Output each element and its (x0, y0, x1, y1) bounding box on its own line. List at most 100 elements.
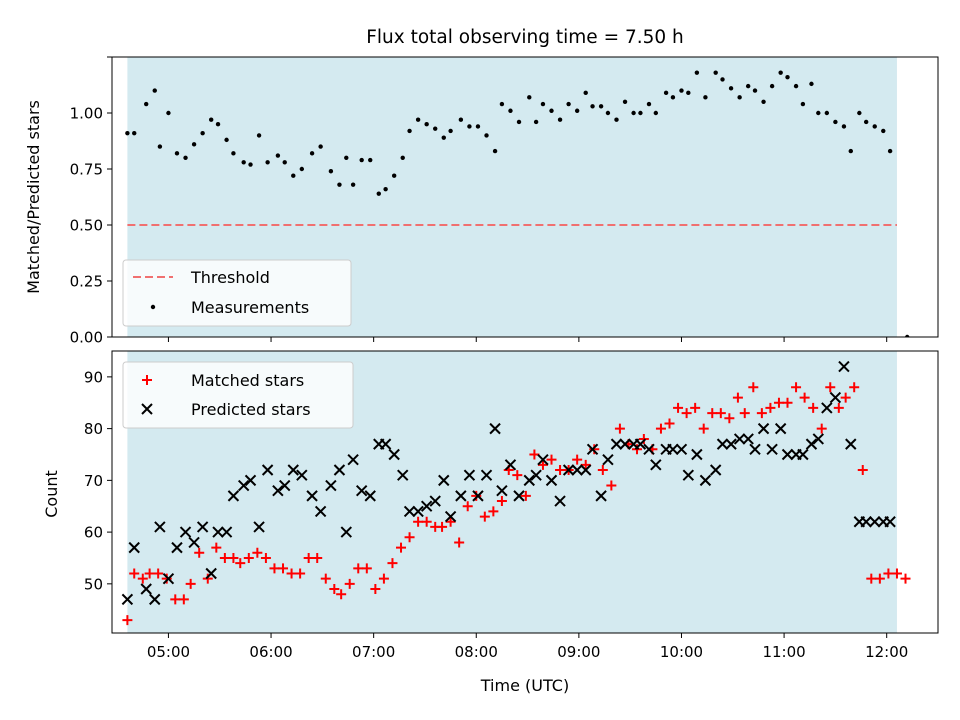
matched-point (681, 408, 692, 419)
x-tick-label: 12:00 (865, 643, 908, 661)
measurement-point (350, 182, 356, 187)
bottom-panel: 50 60 70 80 90 05:00 06:00 07:00 08:00 09:00 10:00… (84, 350, 939, 661)
predicted-point (523, 474, 535, 487)
predicted-point (287, 464, 299, 476)
matched-point (732, 392, 743, 403)
measurement-point (703, 95, 708, 100)
measurement-point (166, 110, 171, 116)
predicted-point (171, 541, 183, 554)
matched-point (589, 444, 600, 455)
top-panel: 0.00 0.25 0.50 0.75 1.00 Threshold Measurement… (70, 56, 939, 347)
predicted-point (196, 521, 209, 533)
predicted-point (774, 422, 787, 435)
measurement-point (745, 83, 751, 89)
predicted-point (554, 495, 566, 507)
matched-point (756, 408, 767, 419)
measurement-point (275, 153, 281, 158)
matched-point (185, 578, 196, 589)
matched-point (353, 563, 364, 574)
plot-area (125, 70, 910, 337)
predicted-point (667, 443, 679, 456)
measurement-point (248, 162, 253, 167)
measurement-point (638, 110, 643, 116)
x-tick-label: 09:00 (557, 643, 600, 661)
predicted-point (580, 464, 592, 476)
matched-point (840, 392, 851, 403)
measurement-point (557, 117, 563, 122)
predicted-point (472, 490, 484, 502)
predicted-point (797, 448, 809, 461)
measurement-point (407, 128, 412, 134)
measurement-point (215, 122, 221, 127)
matched-point (632, 444, 643, 455)
predicted-point (496, 484, 508, 497)
matched-point (773, 397, 784, 408)
predicted-point (306, 490, 318, 502)
legend-predicted-swatch (141, 403, 153, 415)
matched-point (178, 594, 189, 605)
measurement-point (863, 119, 869, 125)
x-tick-label: 11:00 (762, 643, 805, 661)
series-predicted-stars (121, 360, 896, 606)
matched-point (462, 501, 473, 512)
predicted-point (742, 433, 754, 445)
measurement-point (720, 77, 725, 82)
predicted-point (716, 438, 729, 450)
predicted-point (725, 438, 737, 450)
matched-point (597, 465, 608, 476)
predicted-point (429, 495, 441, 507)
predicted-point (749, 443, 761, 456)
predicted-point (869, 516, 881, 528)
measurement-point (590, 104, 595, 109)
y-tick-label: 90 (84, 368, 103, 386)
measurement-point (841, 124, 847, 129)
matched-point (496, 496, 507, 507)
predicted-point (128, 541, 140, 554)
predicted-point (149, 593, 161, 606)
predicted-point (444, 510, 457, 523)
y-tick-label: 0.25 (70, 273, 103, 291)
legend-predicted-label: Predicted stars (191, 400, 311, 419)
bottom-y-axis-label: Count (42, 470, 61, 518)
predicted-point (602, 453, 614, 466)
measurement-point (191, 142, 197, 147)
measurement-point (328, 169, 334, 174)
matched-point (387, 558, 398, 569)
measurement-point (458, 117, 464, 122)
predicted-point (537, 453, 549, 466)
measurement-point (256, 133, 262, 138)
measurement-point (433, 126, 438, 131)
measurement-point (785, 74, 790, 80)
predicted-point (480, 469, 493, 481)
predicted-point (513, 490, 525, 502)
predicted-point (463, 469, 476, 481)
matched-point (833, 402, 844, 413)
measurement-point (337, 182, 342, 187)
measurement-point (424, 122, 429, 127)
measurement-point (686, 90, 691, 96)
matched-point (529, 449, 540, 460)
matched-point (664, 418, 675, 429)
measurement-point (183, 155, 188, 160)
predicted-point (757, 422, 770, 435)
measurement-point (614, 117, 619, 122)
predicted-point (227, 490, 240, 502)
matched-point (170, 594, 181, 605)
predicted-point (699, 474, 712, 487)
predicted-point (325, 479, 337, 492)
matched-point (413, 516, 424, 527)
measurement-point (905, 334, 910, 337)
series-matched-stars (122, 382, 911, 626)
measurement-point (663, 90, 669, 96)
predicted-point (388, 448, 400, 461)
predicted-point (121, 593, 134, 606)
predicted-point (397, 469, 409, 481)
measurement-point (713, 70, 718, 75)
predicted-point (562, 464, 575, 476)
matched-point (614, 423, 625, 434)
matched-point (454, 537, 465, 548)
predicted-point (364, 490, 376, 502)
measurement-point (391, 173, 397, 178)
matched-point (228, 552, 239, 563)
